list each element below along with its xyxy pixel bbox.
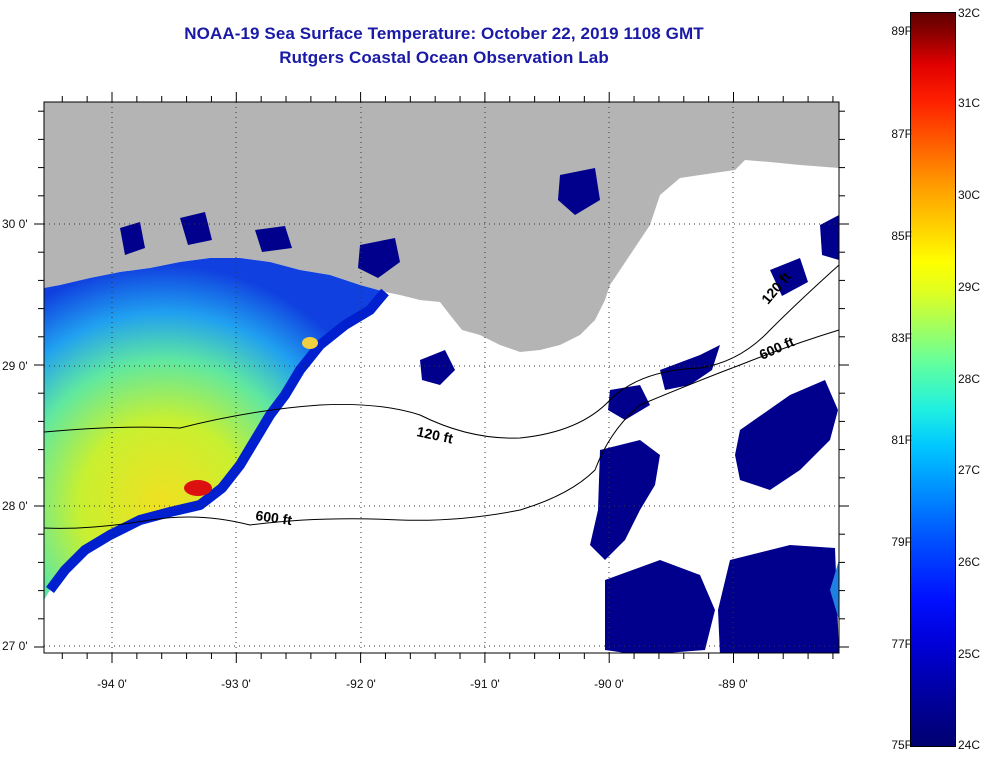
map-subtitle: Rutgers Coastal Ocean Observation Lab	[279, 48, 609, 67]
longitude-label: -91 0'	[470, 677, 500, 691]
latitude-label: 27 0'	[2, 639, 28, 653]
contour-lines	[43, 264, 840, 529]
land-area	[44, 102, 839, 352]
longitude-label: -92 0'	[346, 677, 376, 691]
longitude-label: -90 0'	[594, 677, 624, 691]
colorbar-fahrenheit-label: 79F	[891, 535, 912, 549]
latitude-label: 28 0'	[2, 499, 28, 513]
colorbar-celsius-label: 26C	[958, 555, 981, 569]
map-frame	[43, 101, 840, 654]
colorbar-celsius-label: 25C	[958, 647, 981, 661]
colorbar-fahrenheit-label: 83F	[891, 331, 912, 345]
map-title: NOAA-19 Sea Surface Temperature: October…	[184, 24, 704, 43]
latitude-label: 29 0'	[2, 359, 28, 373]
contour-label: 600 ft	[255, 507, 294, 528]
graticule	[44, 102, 839, 653]
colorbar-fahrenheit-label: 85F	[891, 229, 912, 243]
colorbar-fahrenheit-label: 81F	[891, 433, 912, 447]
colorbar-celsius-label: 24C	[958, 738, 981, 752]
contour-120ft-west	[43, 264, 840, 439]
colorbar-celsius-label: 30C	[958, 188, 981, 202]
warm-spot	[302, 337, 318, 349]
colorbar-fahrenheit-label: 87F	[891, 127, 912, 141]
warm-water-region	[44, 258, 385, 600]
latitude-label: 30 0'	[2, 217, 28, 231]
cold-patches	[120, 168, 839, 653]
colorbar-fahrenheit-label: 75F	[891, 738, 912, 752]
temperature-colorbar	[910, 12, 956, 747]
colorbar-fahrenheit-label: 89F	[891, 24, 912, 38]
colorbar-fahrenheit-label: 77F	[891, 637, 912, 651]
contour-label: 120 ft	[415, 423, 454, 446]
longitude-label: -89 0'	[718, 677, 748, 691]
colorbar-celsius-label: 31C	[958, 96, 981, 110]
tick-marks	[34, 92, 849, 663]
hot-spot	[184, 480, 212, 496]
colorbar-celsius-label: 32C	[958, 6, 981, 20]
cold-edge	[46, 288, 389, 593]
longitude-label: -94 0'	[97, 677, 127, 691]
colorbar-celsius-label: 29C	[958, 280, 981, 294]
contour-600ft	[43, 329, 840, 529]
colorbar-celsius-label: 28C	[958, 372, 981, 386]
colorbar-celsius-label: 27C	[958, 463, 981, 477]
longitude-label: -93 0'	[221, 677, 251, 691]
